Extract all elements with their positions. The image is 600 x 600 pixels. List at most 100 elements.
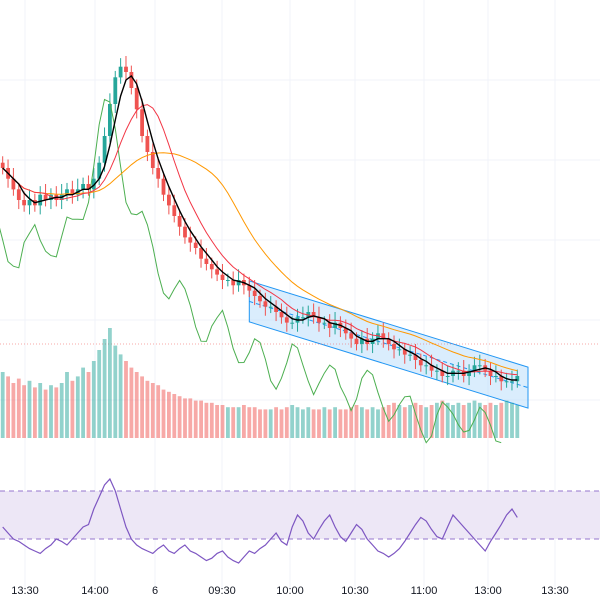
- candle: [515, 369, 520, 388]
- candle-body: [499, 376, 504, 382]
- volume-bar: [317, 409, 321, 438]
- candle-body: [22, 200, 26, 206]
- candle: [440, 362, 445, 383]
- candle: [11, 168, 16, 196]
- x-tick-label: 13:00: [474, 585, 502, 597]
- volume-bar: [242, 405, 246, 438]
- x-tick-label: 13:30: [541, 585, 569, 597]
- candle: [38, 186, 43, 215]
- candle-body: [258, 296, 262, 302]
- volume-bar: [397, 405, 402, 438]
- candle-body: [226, 280, 230, 281]
- candle-body: [349, 333, 354, 339]
- volume-bar: [215, 405, 219, 438]
- candle-body: [177, 216, 182, 227]
- candle: [263, 292, 268, 316]
- candle-body: [408, 354, 412, 356]
- volume-bar: [445, 402, 450, 438]
- volume-bar: [22, 385, 26, 438]
- volume-bar: [118, 354, 123, 438]
- candle-body: [145, 136, 150, 152]
- candle-body: [193, 242, 198, 248]
- volume-bar: [247, 407, 252, 438]
- candle-body: [515, 376, 520, 382]
- volume-bar: [360, 407, 364, 438]
- candle-body: [70, 189, 75, 195]
- volume-bar: [338, 409, 343, 438]
- x-tick-label: 14:00: [81, 585, 109, 597]
- candle-body: [279, 312, 284, 318]
- candle: [204, 248, 209, 271]
- candle-body: [343, 328, 348, 334]
- candle: [108, 93, 112, 143]
- candle-body: [91, 178, 96, 190]
- candle-body: [81, 184, 85, 190]
- candle-body: [402, 349, 407, 355]
- candle-body: [429, 365, 434, 371]
- volume-bar: [301, 409, 305, 438]
- volume-bar: [499, 402, 504, 438]
- candle-body: [108, 104, 112, 136]
- volume-bar: [11, 383, 16, 438]
- volume-bar: [43, 389, 48, 438]
- candle-body: [284, 317, 289, 323]
- candle-body: [27, 200, 32, 206]
- volume-bar: [252, 407, 257, 438]
- volume-bar: [108, 328, 112, 438]
- x-tick-label: 10:30: [341, 585, 369, 597]
- candle-body: [167, 194, 171, 206]
- candle-body: [477, 365, 482, 367]
- candle-body: [129, 72, 134, 88]
- candle-body: [199, 248, 203, 259]
- candle-body: [0, 162, 5, 168]
- candle: [27, 189, 32, 215]
- candle: [456, 362, 461, 380]
- volume-bar: [440, 400, 445, 438]
- volume-bar: [204, 402, 209, 438]
- candle-body: [440, 370, 445, 376]
- rsi-line: [2, 477, 518, 564]
- candle: [386, 332, 391, 351]
- candle-body: [65, 189, 69, 195]
- volume-bar: [231, 407, 236, 438]
- candle-body: [263, 301, 268, 307]
- candle-body: [392, 344, 396, 350]
- candle: [360, 330, 364, 354]
- candle: [0, 156, 5, 175]
- candle: [16, 182, 21, 210]
- candle: [327, 314, 332, 338]
- x-tick-label: 11:00: [411, 585, 438, 597]
- candle: [301, 306, 305, 324]
- lagging-span-line: [0, 98, 502, 444]
- volume-bar: [91, 361, 96, 438]
- candle-body: [467, 370, 471, 376]
- volume-bar: [220, 405, 225, 438]
- candle: [91, 168, 96, 199]
- ma-slow-line: [2, 152, 518, 372]
- candle-body: [150, 152, 155, 168]
- candle-body: [16, 189, 21, 200]
- volume-bar: [199, 400, 203, 438]
- volume-bar: [236, 407, 241, 438]
- volume-bar: [279, 409, 284, 438]
- volume-bar: [183, 398, 187, 438]
- candle: [199, 239, 203, 268]
- candle: [247, 276, 252, 298]
- x-axis: 13:30 14:00 6 09:30 10:00 10:30 11:00 13:00 13:3…: [11, 585, 569, 597]
- candle: [124, 56, 128, 82]
- candle: [349, 322, 354, 348]
- candle: [392, 335, 396, 359]
- volume-bar: [311, 409, 316, 438]
- candle-body: [360, 338, 364, 344]
- volume-bar: [461, 405, 466, 438]
- candle-body: [424, 365, 429, 367]
- candle: [177, 209, 182, 236]
- candle-body: [456, 370, 461, 372]
- candle-body: [113, 77, 118, 104]
- candle-body: [97, 162, 102, 179]
- candle: [156, 157, 161, 188]
- volume-bar: [327, 409, 332, 438]
- candle: [129, 65, 134, 95]
- volume-bar: [97, 350, 102, 438]
